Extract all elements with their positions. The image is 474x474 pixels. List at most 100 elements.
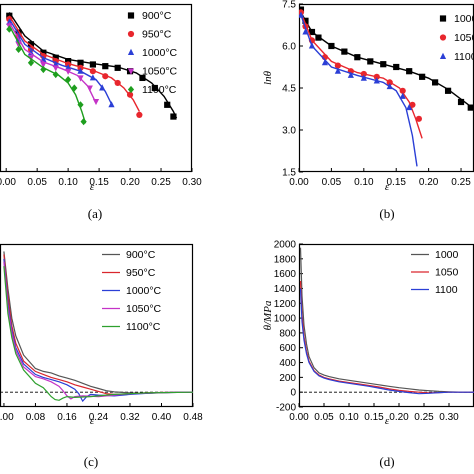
data-point xyxy=(114,64,121,71)
y-tick-label: 7.5 xyxy=(282,0,296,11)
plot-frame xyxy=(0,3,193,173)
data-point xyxy=(406,68,413,75)
x-tick-label: 0.00 xyxy=(289,177,309,188)
x-tick-label: 0.24 xyxy=(89,412,109,423)
x-tick-label: 0.16 xyxy=(57,412,77,423)
data-point xyxy=(457,98,465,106)
data-point xyxy=(77,59,84,66)
legend-label: 1000 xyxy=(454,13,474,25)
panel-label: (a) xyxy=(88,206,102,221)
data-point xyxy=(77,67,84,74)
series-b-1 xyxy=(299,9,423,139)
plot-area xyxy=(299,6,474,167)
x-axis-label: ε xyxy=(90,181,95,193)
data-point xyxy=(102,63,109,70)
x-tick-label: 0.32 xyxy=(120,412,140,423)
data-point xyxy=(328,42,335,50)
data-point xyxy=(347,71,354,78)
data-point xyxy=(334,67,341,74)
chart-panel-d: 0.00 0.05 0.10 0.15 0.20 0.25 0.30 -200 0 200 400 6… xyxy=(262,240,474,469)
data-point xyxy=(360,74,367,81)
legend-label: 1000 xyxy=(435,249,459,261)
data-point xyxy=(367,58,374,65)
legend-marker xyxy=(439,15,447,22)
data-point xyxy=(409,101,416,108)
fit-line xyxy=(8,25,87,124)
legend-label: 950°C xyxy=(126,267,156,279)
data-point xyxy=(15,29,22,36)
data-point xyxy=(6,12,13,19)
x-tick-label: 0.25 xyxy=(151,177,171,188)
data-point xyxy=(114,79,121,87)
series-line xyxy=(3,258,193,403)
legend: 900°C 950°C 1000°C 1050°C 1100°C xyxy=(102,249,162,333)
x-tick-label: 0.20 xyxy=(419,177,439,188)
data-point xyxy=(393,63,400,71)
data-point xyxy=(40,61,47,69)
y-tick-label: 1600 xyxy=(274,269,297,280)
data-point xyxy=(386,79,393,86)
y-tick-label: 600 xyxy=(279,343,296,354)
legend-label: 950°C xyxy=(142,29,172,41)
x-tick-label: 0.15 xyxy=(89,177,109,188)
series-c-3 xyxy=(3,261,193,400)
data-point xyxy=(467,104,474,111)
legend-label: 900°C xyxy=(142,10,172,22)
x-axis-label: ε xyxy=(90,415,95,427)
data-point xyxy=(315,34,322,41)
data-point xyxy=(65,68,72,75)
data-point xyxy=(415,115,423,122)
data-point xyxy=(302,28,309,35)
y-tick-label: 4.5 xyxy=(282,84,296,95)
x-tick-label: 0.15 xyxy=(386,177,406,188)
fit-line xyxy=(300,12,423,139)
series-line xyxy=(299,247,474,393)
y-tick-label: 1000 xyxy=(274,314,297,325)
data-point xyxy=(15,41,22,49)
data-point xyxy=(360,70,367,78)
data-point xyxy=(432,79,439,86)
data-point xyxy=(65,58,72,65)
legend-marker xyxy=(439,52,447,59)
x-tick-label: 0.08 xyxy=(26,412,46,423)
data-point xyxy=(126,91,134,98)
data-point xyxy=(77,101,84,109)
data-point xyxy=(52,54,59,61)
legend-label: 1050 xyxy=(435,267,459,279)
data-point xyxy=(52,70,59,79)
legend-marker xyxy=(127,85,135,94)
data-point xyxy=(92,98,100,106)
data-point xyxy=(65,76,72,84)
data-point xyxy=(89,74,97,81)
data-point xyxy=(299,11,305,18)
legend-label: 1100°C xyxy=(142,84,177,96)
x-tick-label: 0.05 xyxy=(314,412,334,423)
legend-label: 1000°C xyxy=(126,285,162,297)
legend-label: 1100 xyxy=(435,284,458,296)
x-axis-label: ε xyxy=(385,181,390,193)
legend-label: 1050 xyxy=(454,32,474,44)
data-point xyxy=(308,28,316,36)
data-point xyxy=(373,77,380,84)
x-tick-label: 0.10 xyxy=(354,177,374,188)
series-line xyxy=(3,266,193,401)
y-axis-label: θ/MPa xyxy=(262,300,274,330)
legend-label: 1000°C xyxy=(142,47,178,59)
panel-label: (d) xyxy=(379,454,394,469)
x-tick-label: 0.48 xyxy=(183,412,203,423)
plot-area xyxy=(3,251,193,403)
x-tick-label: 0.20 xyxy=(389,412,409,423)
data-point xyxy=(86,85,93,92)
data-point xyxy=(139,74,146,82)
data-point xyxy=(102,73,109,80)
x-tick-label: 0.25 xyxy=(451,177,471,188)
x-tick-label: 0.00 xyxy=(0,412,14,423)
y-tick-label: 1400 xyxy=(274,284,297,295)
data-point xyxy=(386,82,393,90)
data-point xyxy=(406,103,413,111)
series-d-2 xyxy=(299,288,474,395)
data-point xyxy=(99,84,106,91)
series-d-0 xyxy=(299,247,474,393)
x-tick-label: 0.15 xyxy=(364,412,384,423)
